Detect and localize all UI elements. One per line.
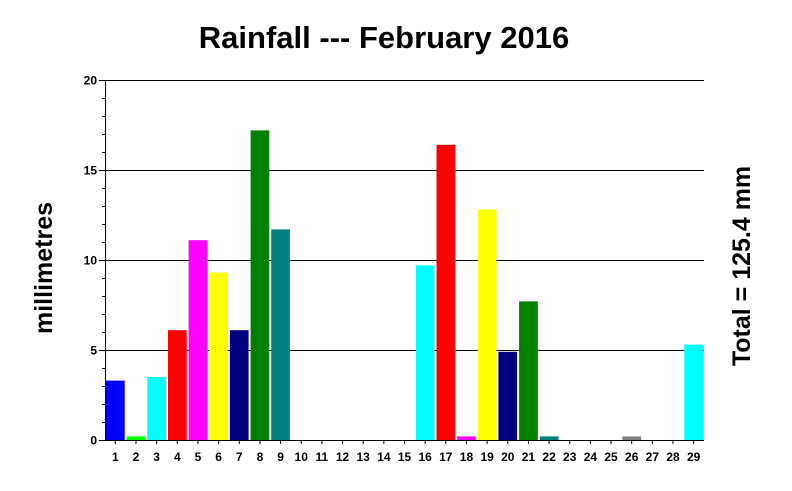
y-tick-label: 15 bbox=[84, 164, 98, 178]
x-tick-label: 25 bbox=[604, 450, 618, 464]
x-tick-label: 16 bbox=[418, 450, 432, 464]
y-tick-label: 5 bbox=[90, 344, 97, 358]
bar-day-2 bbox=[126, 436, 146, 440]
x-tick-label: 5 bbox=[195, 450, 202, 464]
bars bbox=[106, 130, 703, 441]
bar-day-21 bbox=[519, 301, 538, 440]
x-tick-label: 27 bbox=[646, 450, 660, 464]
bar-day-20 bbox=[498, 351, 518, 440]
axes bbox=[99, 80, 695, 444]
x-tick-label: 28 bbox=[666, 450, 680, 464]
bar-day-17 bbox=[436, 144, 456, 441]
y-tick-label: 20 bbox=[84, 74, 98, 88]
bar-day-4 bbox=[168, 330, 187, 440]
x-tick-label: 9 bbox=[277, 450, 284, 464]
bar-day-8 bbox=[250, 130, 270, 440]
bar-day-1 bbox=[106, 380, 125, 440]
bar-day-29 bbox=[684, 344, 703, 440]
x-tick-label: 4 bbox=[174, 450, 181, 464]
y-axis-label: millimetres bbox=[30, 202, 58, 334]
bar-day-7 bbox=[229, 330, 249, 440]
chart-title: Rainfall --- February 2016 bbox=[199, 20, 569, 55]
bar-day-3 bbox=[147, 377, 166, 440]
total-annotation: Total = 125.4 mm bbox=[728, 166, 756, 366]
x-tick-label: 21 bbox=[522, 450, 536, 464]
x-tick-label: 3 bbox=[153, 450, 160, 464]
bar-day-26 bbox=[622, 436, 642, 440]
x-tick-label: 17 bbox=[439, 450, 453, 464]
x-tick-label: 12 bbox=[336, 450, 350, 464]
x-tick-label: 2 bbox=[133, 450, 140, 464]
x-tick-label: 8 bbox=[257, 450, 264, 464]
x-tick-label: 13 bbox=[357, 450, 371, 464]
x-tick-label: 7 bbox=[236, 450, 243, 464]
bar-day-19 bbox=[477, 209, 497, 440]
x-tick-label: 18 bbox=[460, 450, 474, 464]
x-tick-label: 6 bbox=[215, 450, 222, 464]
bar-day-9 bbox=[271, 229, 290, 440]
x-tick-label: 14 bbox=[377, 450, 391, 464]
x-tick-label: 29 bbox=[687, 450, 701, 464]
x-tick-labels: 1 2 3 4 5 6 7 8 9 10 11 12 13 14 15 16 17 18 19 20 21 22 23 24 2… bbox=[112, 450, 701, 464]
x-tick-label: 1 bbox=[112, 450, 119, 464]
y-tick-label: 0 bbox=[90, 434, 97, 448]
x-tick-label: 11 bbox=[316, 450, 329, 464]
y-tick-label: 10 bbox=[84, 254, 98, 268]
x-tick-label: 23 bbox=[563, 450, 577, 464]
bar-day-6 bbox=[209, 272, 228, 440]
bar-day-16 bbox=[415, 265, 435, 440]
x-tick-label: 20 bbox=[501, 450, 515, 464]
x-tick-label: 10 bbox=[295, 450, 309, 464]
x-tick-label: 15 bbox=[398, 450, 412, 464]
y-tick-labels: 0 5 10 15 20 bbox=[84, 74, 98, 448]
bar-day-5 bbox=[188, 240, 208, 440]
x-tick-label: 19 bbox=[480, 450, 494, 464]
x-tick-label: 22 bbox=[542, 450, 556, 464]
x-tick-label: 26 bbox=[625, 450, 639, 464]
bar-day-22 bbox=[539, 436, 559, 440]
x-tick-label: 24 bbox=[584, 450, 598, 464]
bar-day-18 bbox=[457, 436, 476, 440]
